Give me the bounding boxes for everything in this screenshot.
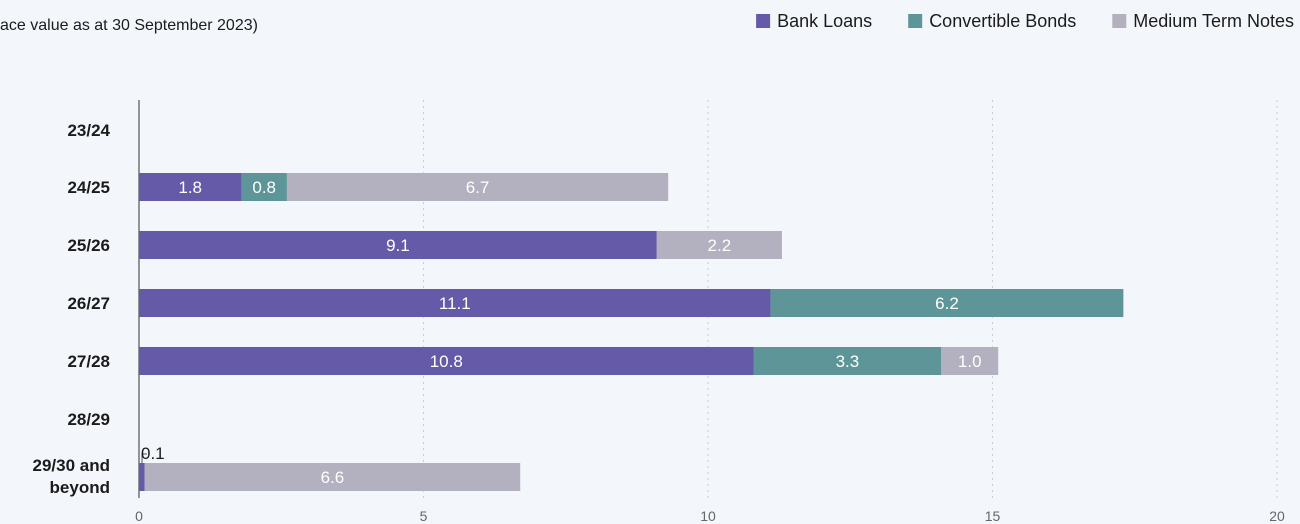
bar-segment (139, 463, 145, 491)
bar-segment (941, 347, 999, 375)
x-tick-label: 5 (420, 508, 428, 524)
legend-swatch (1112, 14, 1127, 28)
x-tick-label: 20 (1269, 508, 1285, 524)
legend-label: Medium Term Notes (1133, 11, 1294, 31)
legend-swatch (756, 14, 771, 28)
bar-value-label: 3.3 (836, 352, 860, 371)
bar-segment (144, 463, 521, 491)
bar-value-label: 1.8 (178, 178, 202, 197)
category-label: 27/28 (67, 352, 110, 371)
bar-value-label: 6.2 (935, 294, 959, 313)
legend-swatch (908, 14, 923, 28)
category-labels: 23/24 24/25 25/26 26/27 27/28 28/29 29/30 and b… (33, 121, 111, 497)
legend-label: Bank Loans (777, 11, 872, 31)
bar-segment (770, 289, 1124, 317)
category-label: 26/27 (67, 294, 110, 313)
chart-legend: Bank Loans Convertible Bonds Medium Term N… (756, 11, 1294, 31)
bar-value-label: 0.1 (141, 444, 165, 463)
bar-value-label: 6.6 (321, 468, 345, 487)
chart-subtitle: ace value as at 30 September 2023) (0, 17, 258, 34)
category-label: 24/25 (67, 178, 110, 197)
bar-segment (241, 173, 287, 201)
bar-segment (139, 231, 657, 259)
category-label: 28/29 (67, 410, 110, 429)
bar-value-label: 6.7 (466, 178, 490, 197)
x-tick-label: 10 (700, 508, 716, 524)
category-label: 23/24 (67, 121, 110, 140)
bar-segment (286, 173, 669, 201)
bar-segment (139, 289, 771, 317)
bar-value-label: 9.1 (386, 236, 410, 255)
bar-value-label: 1.0 (958, 352, 982, 371)
x-tick-label: 15 (985, 508, 1001, 524)
bar-segment (139, 173, 242, 201)
category-label: 29/30 and beyond (33, 456, 111, 497)
bar-value-label: 2.2 (708, 236, 732, 255)
bar-value-label: 0.8 (252, 178, 276, 197)
category-label: 25/26 (67, 236, 110, 255)
bar-segment (656, 231, 782, 259)
bar-segment (139, 347, 754, 375)
bar-segment (753, 347, 942, 375)
x-tick-labels: 0 5 10 15 20 (135, 508, 1285, 524)
bar-value-label: 11.1 (439, 294, 471, 313)
bar-value-label: 10.8 (430, 352, 463, 371)
x-tick-label: 0 (135, 508, 143, 524)
leader-line (141, 453, 147, 463)
bars-group: 1.8 0.8 6.7 9.1 2.2 11.1 6.2 10.8 3.3 1.0 0.1 6.6 (139, 173, 1124, 491)
legend-label: Convertible Bonds (929, 11, 1076, 31)
